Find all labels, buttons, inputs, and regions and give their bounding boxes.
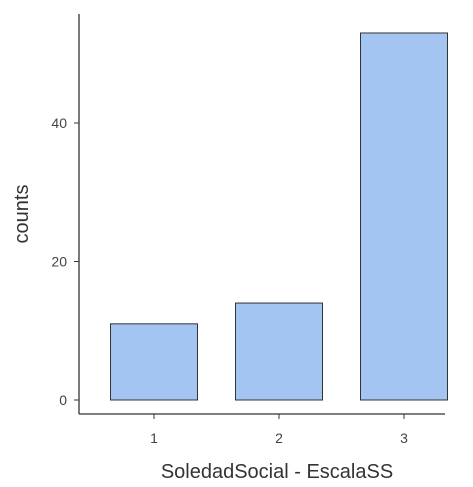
y-tick-label: 40 (51, 115, 67, 131)
bars-group (110, 32, 448, 401)
x-tick-label: 2 (275, 430, 283, 446)
x-ticks-group: 1 2 3 (150, 414, 408, 446)
bar-3 (360, 32, 448, 401)
y-ticks-group: 0 20 40 (51, 115, 79, 408)
x-axis-title: SoledadSocial - EscalaSS (161, 461, 393, 483)
bar-2 (235, 302, 323, 401)
x-tick-label: 3 (400, 430, 408, 446)
x-tick-label: 1 (150, 430, 158, 446)
bar-1 (110, 323, 198, 401)
y-axis-title: counts (11, 185, 33, 244)
y-tick-label: 0 (59, 392, 67, 408)
y-tick-label: 20 (51, 254, 67, 270)
